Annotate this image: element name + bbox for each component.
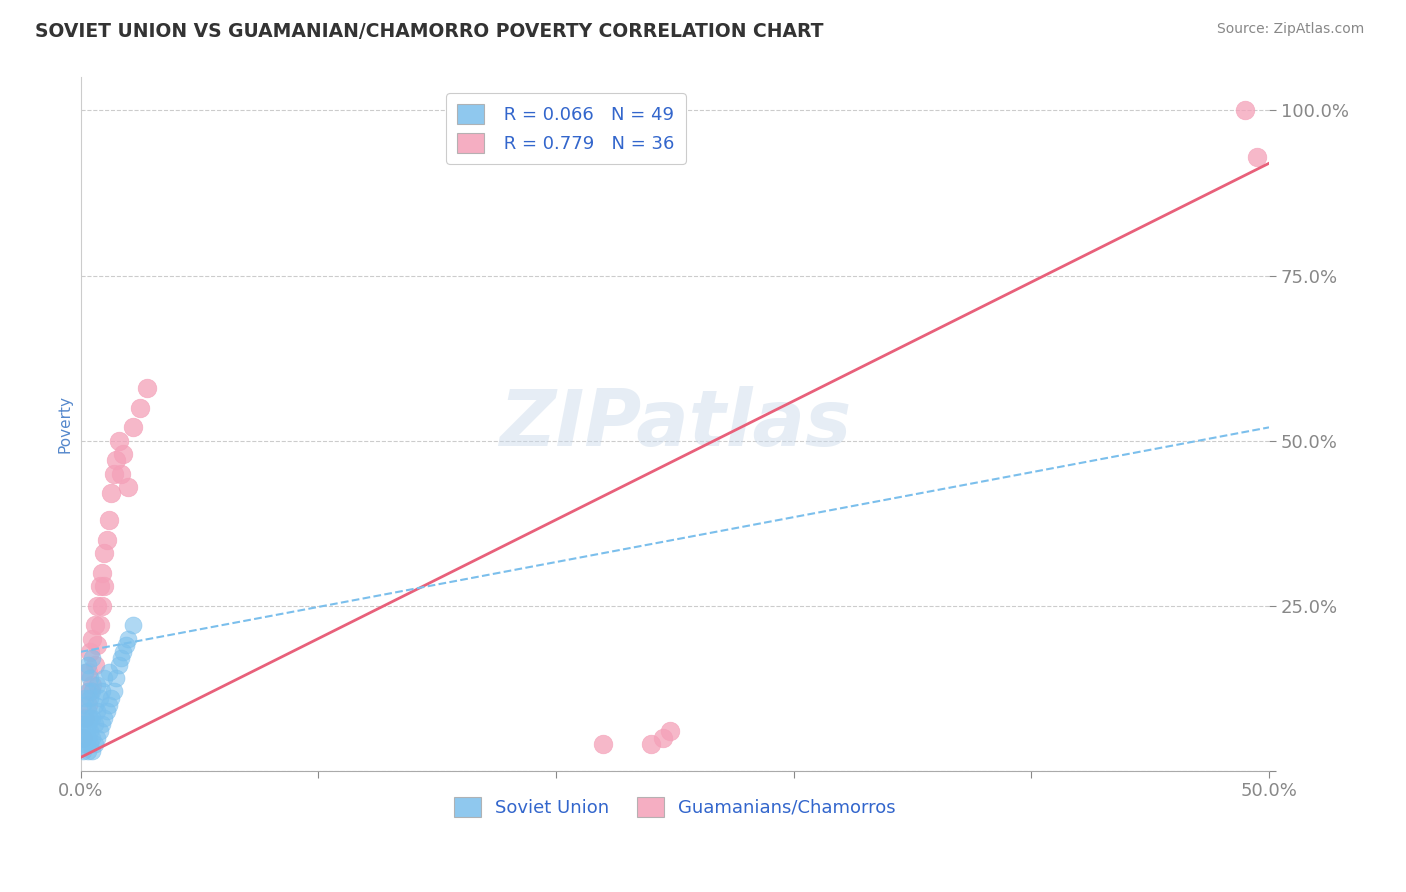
Y-axis label: Poverty: Poverty — [58, 395, 72, 453]
Point — [129, 401, 152, 415]
Point — [640, 737, 662, 751]
Point — [136, 381, 159, 395]
Point — [117, 632, 139, 646]
Point — [83, 698, 105, 712]
Point — [96, 704, 118, 718]
Point — [89, 579, 111, 593]
Point — [82, 684, 104, 698]
Point — [79, 671, 101, 685]
Point — [79, 684, 101, 698]
Point — [79, 691, 101, 706]
Point — [76, 665, 98, 679]
Point — [114, 638, 136, 652]
Point — [86, 599, 108, 613]
Point — [110, 651, 132, 665]
Point — [90, 566, 112, 580]
Text: ZIPatlas: ZIPatlas — [499, 386, 851, 462]
Point — [98, 513, 121, 527]
Point — [82, 744, 104, 758]
Point — [82, 632, 104, 646]
Point — [83, 717, 105, 731]
Point — [75, 724, 97, 739]
Text: Source: ZipAtlas.com: Source: ZipAtlas.com — [1216, 22, 1364, 37]
Point — [93, 711, 115, 725]
Point — [107, 434, 129, 448]
Point — [76, 704, 98, 718]
Point — [83, 618, 105, 632]
Point — [79, 724, 101, 739]
Point — [76, 717, 98, 731]
Point — [72, 698, 94, 712]
Point — [103, 467, 125, 481]
Point — [112, 447, 135, 461]
Point — [79, 711, 101, 725]
Point — [82, 651, 104, 665]
Point — [75, 711, 97, 725]
Point — [103, 684, 125, 698]
Point — [1234, 103, 1257, 118]
Point — [82, 678, 104, 692]
Point — [110, 467, 132, 481]
Point — [89, 691, 111, 706]
Point — [82, 711, 104, 725]
Point — [90, 684, 112, 698]
Point — [89, 724, 111, 739]
Point — [105, 671, 128, 685]
Point — [592, 737, 614, 751]
Point — [98, 665, 121, 679]
Point — [1246, 150, 1268, 164]
Point — [76, 731, 98, 745]
Point — [93, 579, 115, 593]
Point — [651, 731, 673, 745]
Point — [86, 678, 108, 692]
Point — [75, 691, 97, 706]
Point — [100, 691, 122, 706]
Point — [93, 671, 115, 685]
Point — [86, 638, 108, 652]
Point — [659, 724, 682, 739]
Point — [72, 744, 94, 758]
Point — [121, 420, 143, 434]
Point — [72, 717, 94, 731]
Point — [75, 665, 97, 679]
Text: SOVIET UNION VS GUAMANIAN/CHAMORRO POVERTY CORRELATION CHART: SOVIET UNION VS GUAMANIAN/CHAMORRO POVER… — [35, 22, 824, 41]
Point — [100, 486, 122, 500]
Point — [75, 711, 97, 725]
Point — [90, 599, 112, 613]
Point — [86, 704, 108, 718]
Point — [90, 717, 112, 731]
Point — [112, 645, 135, 659]
Point — [89, 618, 111, 632]
Point — [121, 618, 143, 632]
Point — [79, 645, 101, 659]
Point — [93, 546, 115, 560]
Point — [76, 658, 98, 673]
Point — [79, 737, 101, 751]
Point — [83, 658, 105, 673]
Point — [105, 453, 128, 467]
Point — [83, 737, 105, 751]
Point — [98, 698, 121, 712]
Legend: Soviet Union, Guamanians/Chamorros: Soviet Union, Guamanians/Chamorros — [447, 789, 903, 824]
Point — [96, 533, 118, 547]
Point — [107, 658, 129, 673]
Point — [72, 731, 94, 745]
Point — [86, 731, 108, 745]
Point — [72, 731, 94, 745]
Point — [76, 744, 98, 758]
Point — [76, 684, 98, 698]
Point — [117, 480, 139, 494]
Point — [75, 737, 97, 751]
Point — [82, 731, 104, 745]
Point — [76, 698, 98, 712]
